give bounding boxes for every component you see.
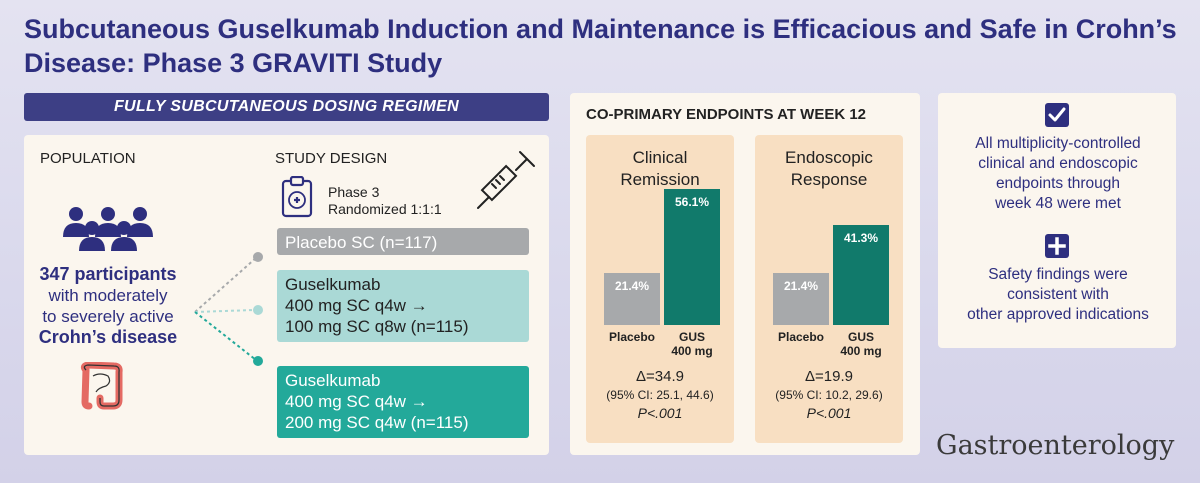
clinical-gus-bar (664, 189, 720, 325)
endoscopic-head: Endoscopic Response (755, 147, 903, 191)
multiplicity-line3: endpoints through (995, 175, 1121, 192)
design-phase: Phase 3 (328, 184, 380, 200)
endoscopic-placebo-bar (773, 273, 829, 325)
endoscopic-gus-value: 41.3% (843, 231, 879, 246)
dosing-banner: FULLY SUBCUTANEOUS DOSING REGIMEN (24, 93, 549, 121)
arm-guselkumab-100: Guselkumab 400 mg SC q4w → 100 mg SC q8w… (277, 270, 529, 342)
multiplicity-text: All multiplicity-controlled clinical and… (943, 134, 1173, 214)
clinical-head: Clinical Remission (586, 147, 734, 191)
endoscopic-response-box: Endoscopic Response 21.4% 41.3% Placebo … (755, 135, 903, 443)
clinical-delta: Δ=34.9 (95% CI: 25.1, 44.6) P<.001 (586, 367, 734, 422)
clinical-remission-box: Clinical Remission 21.4% 56.1% Placebo G… (586, 135, 734, 443)
clinical-gus-label-line2: 400 mg (671, 344, 713, 358)
clipboard-icon (281, 176, 313, 218)
participants-line3: to severely active (42, 307, 174, 326)
results-panel (938, 93, 1176, 348)
clinical-gus-label: GUS 400 mg (660, 330, 724, 358)
endoscopic-gus-label-line2: 400 mg (840, 344, 882, 358)
design-randomized: Randomized 1:1:1 (328, 201, 442, 217)
clinical-head-line2: Remission (620, 170, 700, 189)
safety-line3: other approved indications (967, 306, 1149, 323)
design-text: Phase 3 Randomized 1:1:1 (328, 184, 442, 218)
syringe-icon (477, 151, 535, 209)
endoscopic-head-line2: Response (790, 170, 868, 189)
endpoints-title: CO-PRIMARY ENDPOINTS AT WEEK 12 (586, 106, 867, 123)
study-design-label: STUDY DESIGN (275, 150, 388, 167)
participants-count: 347 participants (39, 264, 177, 284)
endoscopic-placebo-label: Placebo (777, 330, 825, 344)
participants-disease: Crohn’s disease (38, 327, 178, 347)
arm-g1-line1: Guselkumab (285, 275, 381, 294)
page-title: Subcutaneous Guselkumab Induction and Ma… (24, 14, 1177, 78)
endoscopic-delta-value: Δ=19.9 (805, 368, 853, 385)
clinical-p: P<.001 (586, 404, 734, 422)
arm-g2-line1: Guselkumab (285, 371, 381, 390)
check-icon (1045, 103, 1069, 127)
population-label: POPULATION (40, 150, 136, 167)
arm-g2-line3: 200 mg SC q4w (n=115) (285, 413, 469, 432)
intestine-icon (80, 362, 123, 410)
arm-g2-line2: 400 mg SC q4w → (285, 392, 428, 411)
clinical-placebo-value: 21.4% (614, 279, 650, 294)
arm-connectors (194, 252, 263, 366)
clinical-head-line1: Clinical (632, 148, 688, 167)
endoscopic-ci: (95% CI: 10.2, 29.6) (775, 388, 883, 402)
multiplicity-line2: clinical and endoscopic (978, 155, 1138, 172)
endoscopic-p: P<.001 (755, 404, 903, 422)
clinical-p-value: P<.001 (637, 405, 683, 421)
multiplicity-line4: week 48 were met (995, 195, 1121, 212)
clinical-delta-value: Δ=34.9 (636, 368, 684, 385)
safety-line2: consistent with (1007, 286, 1109, 303)
plus-icon (1045, 234, 1069, 258)
participants-text: 347 participants with moderately to seve… (28, 264, 188, 348)
participants-line2: with moderately (48, 286, 168, 305)
endoscopic-delta: Δ=19.9 (95% CI: 10.2, 29.6) P<.001 (755, 367, 903, 422)
arm-guselkumab-200: Guselkumab 400 mg SC q4w → 200 mg SC q4w… (277, 366, 529, 438)
clinical-placebo-bar (604, 273, 660, 325)
arm-g1-line2: 400 mg SC q4w → (285, 296, 428, 315)
arm-placebo: Placebo SC (n=117) (277, 228, 529, 255)
arm-g1-line3: 100 mg SC q8w (n=115) (285, 317, 469, 336)
endoscopic-placebo-value: 21.4% (783, 279, 819, 294)
clinical-placebo-label: Placebo (608, 330, 656, 344)
endoscopic-p-value: P<.001 (806, 405, 852, 421)
endoscopic-head-line1: Endoscopic (785, 148, 873, 167)
clinical-ci: (95% CI: 25.1, 44.6) (606, 388, 714, 402)
journal-name: Gastroenterology (936, 430, 1175, 461)
endoscopic-gus-label-line1: GUS (847, 330, 874, 344)
clinical-gus-value: 56.1% (674, 195, 710, 210)
endoscopic-gus-bar (833, 225, 889, 325)
safety-line1: Safety findings were (988, 266, 1128, 283)
multiplicity-line1: All multiplicity-controlled (975, 135, 1141, 152)
endoscopic-gus-label: GUS 400 mg (829, 330, 893, 358)
clinical-gus-label-line1: GUS (678, 330, 705, 344)
people-icon (63, 207, 153, 251)
safety-text: Safety findings were consistent with oth… (943, 265, 1173, 325)
